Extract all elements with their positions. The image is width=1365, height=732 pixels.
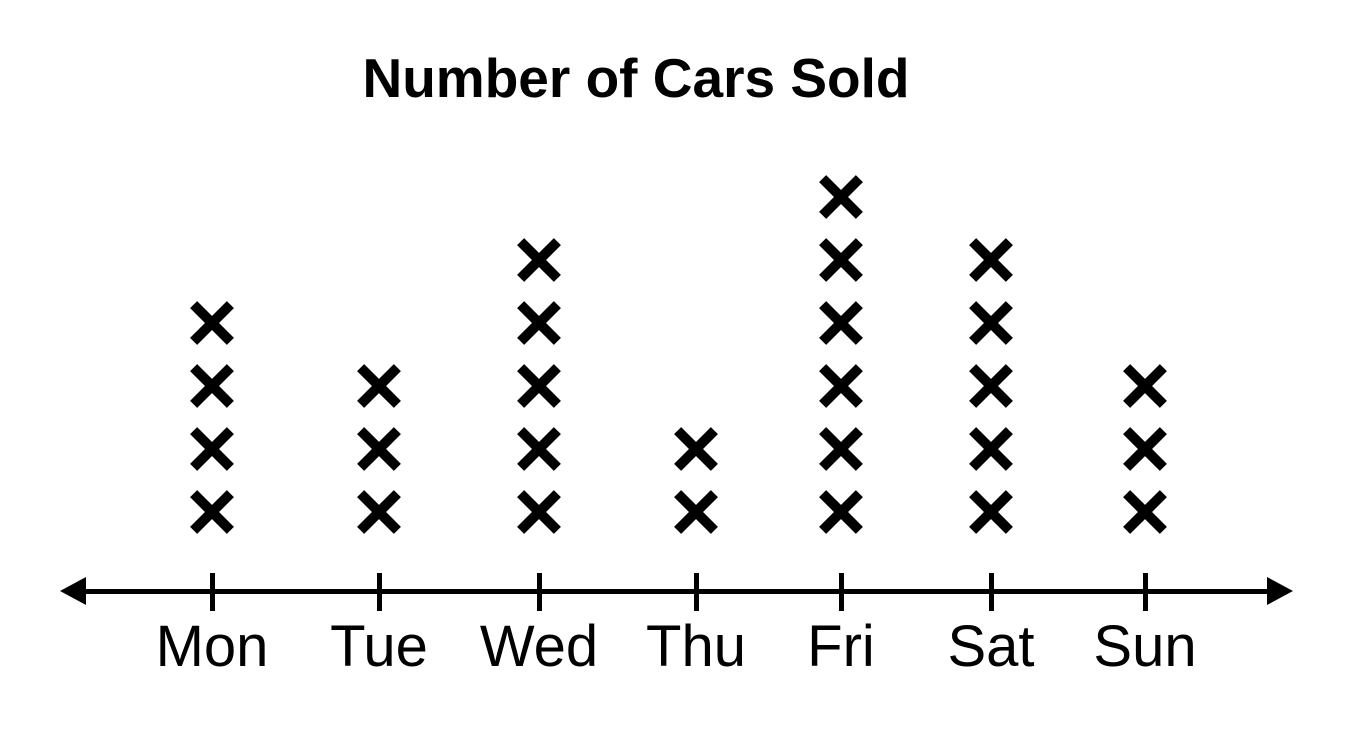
x-mark-sat-2 [971,429,1011,469]
axis-left-arrow-icon [60,577,86,605]
x-mark-tue-2 [359,429,399,469]
axis-label-sat: Sat [947,614,1035,679]
axis-tick-sun [1142,573,1148,611]
x-mark-thu-2 [676,429,716,469]
axis-label-mon: Mon [155,614,269,679]
axis-right-arrow-icon [1267,577,1293,605]
x-mark-sat-4 [971,303,1011,343]
x-mark-fri-1 [821,492,861,532]
axis-label-tue: Tue [330,614,428,679]
x-mark-wed-5 [519,240,559,280]
x-mark-fri-4 [821,303,861,343]
x-mark-mon-2 [192,429,232,469]
x-mark-sat-1 [971,492,1011,532]
x-mark-mon-4 [192,303,232,343]
x-mark-fri-5 [821,240,861,280]
axis-tick-wed [536,573,542,611]
x-mark-mon-1 [192,492,232,532]
x-mark-tue-1 [359,492,399,532]
x-mark-wed-1 [519,492,559,532]
x-mark-fri-6 [821,177,861,217]
x-mark-sat-5 [971,240,1011,280]
x-mark-sun-3 [1125,366,1165,406]
x-mark-wed-4 [519,303,559,343]
axis-label-wed: Wed [479,614,599,679]
x-mark-wed-2 [519,429,559,469]
x-mark-tue-3 [359,366,399,406]
axis-tick-tue [376,573,382,611]
x-mark-thu-1 [676,492,716,532]
axis-label-sun: Sun [1093,614,1197,679]
x-mark-wed-3 [519,366,559,406]
axis-tick-mon [209,573,215,611]
chart-title: Number of Cars Sold [362,47,910,109]
x-mark-fri-2 [821,429,861,469]
axis-label-thu: Thu [646,614,746,679]
x-mark-sun-2 [1125,429,1165,469]
axis-tick-thu [693,573,699,611]
axis-tick-fri [838,573,844,611]
axis-tick-sat [988,573,994,611]
axis-label-fri: Fri [807,614,875,679]
x-mark-sun-1 [1125,492,1165,532]
x-mark-fri-3 [821,366,861,406]
axis-line [74,589,1274,594]
x-mark-sat-3 [971,366,1011,406]
x-mark-mon-3 [192,366,232,406]
